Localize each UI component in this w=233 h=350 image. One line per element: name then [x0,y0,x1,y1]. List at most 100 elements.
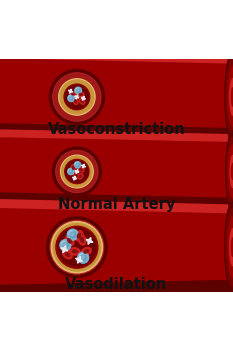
Polygon shape [81,96,86,100]
Ellipse shape [81,100,83,103]
Ellipse shape [230,229,233,266]
Circle shape [66,161,88,182]
Text: Normal Artery: Normal Artery [58,197,175,212]
Circle shape [74,162,81,168]
Ellipse shape [226,58,233,135]
Circle shape [68,95,75,102]
Ellipse shape [231,238,233,257]
Polygon shape [82,164,86,168]
Ellipse shape [73,98,78,105]
Circle shape [78,252,89,263]
Ellipse shape [69,248,80,255]
Circle shape [56,226,98,268]
Ellipse shape [84,250,89,253]
Circle shape [60,80,94,114]
Circle shape [75,163,78,166]
Text: Vasodilation: Vasodilation [65,276,168,292]
Circle shape [52,147,101,196]
Polygon shape [0,191,233,204]
Circle shape [67,229,78,240]
Circle shape [76,163,79,167]
Ellipse shape [232,163,233,180]
Ellipse shape [78,168,84,172]
Polygon shape [86,237,93,244]
Circle shape [49,69,104,125]
Circle shape [76,88,79,91]
Ellipse shape [226,208,233,286]
Circle shape [64,84,90,110]
Circle shape [68,168,74,175]
Ellipse shape [79,93,82,95]
Ellipse shape [230,155,233,188]
Ellipse shape [230,79,233,115]
Ellipse shape [72,166,74,169]
Polygon shape [0,42,233,54]
Ellipse shape [71,165,75,171]
Ellipse shape [63,250,72,259]
Circle shape [79,254,84,259]
Circle shape [62,241,66,246]
Circle shape [51,222,103,273]
Circle shape [57,151,97,192]
Ellipse shape [78,174,83,179]
Circle shape [51,222,103,273]
Circle shape [56,150,98,193]
Polygon shape [0,291,233,303]
Polygon shape [0,279,233,297]
Ellipse shape [68,239,72,243]
Circle shape [50,220,104,274]
Ellipse shape [75,174,78,176]
Polygon shape [68,89,73,93]
Ellipse shape [75,100,77,103]
Polygon shape [0,206,233,285]
Ellipse shape [75,231,83,241]
Ellipse shape [79,99,85,104]
Polygon shape [0,197,233,213]
Circle shape [69,169,72,172]
Ellipse shape [78,92,84,97]
Circle shape [75,87,82,94]
Ellipse shape [227,137,233,206]
Circle shape [62,156,92,187]
Circle shape [53,73,101,121]
Ellipse shape [228,217,233,277]
Circle shape [69,96,73,100]
Ellipse shape [80,169,82,170]
Polygon shape [0,210,233,220]
Circle shape [62,242,68,248]
Circle shape [54,74,100,120]
Ellipse shape [81,247,91,256]
Polygon shape [0,135,233,205]
Circle shape [76,89,80,92]
Polygon shape [0,140,233,152]
Ellipse shape [71,92,74,95]
Ellipse shape [225,51,233,142]
Polygon shape [75,256,82,263]
Circle shape [61,155,93,188]
Circle shape [69,96,72,99]
Polygon shape [0,47,233,63]
Circle shape [65,85,89,108]
Ellipse shape [74,173,79,178]
Circle shape [65,159,89,184]
Polygon shape [75,169,79,174]
Circle shape [69,170,72,173]
Circle shape [59,79,95,115]
Ellipse shape [231,88,233,106]
Ellipse shape [79,175,82,177]
Circle shape [53,223,101,271]
Ellipse shape [65,253,70,257]
Ellipse shape [228,145,233,198]
Circle shape [47,217,107,278]
Polygon shape [0,127,233,141]
Ellipse shape [77,233,81,238]
Polygon shape [0,123,233,133]
Polygon shape [0,199,233,216]
Ellipse shape [72,250,77,253]
Circle shape [70,232,76,238]
Polygon shape [75,95,79,99]
Polygon shape [61,246,68,253]
Ellipse shape [225,201,233,293]
Polygon shape [72,176,76,180]
Polygon shape [0,128,233,147]
